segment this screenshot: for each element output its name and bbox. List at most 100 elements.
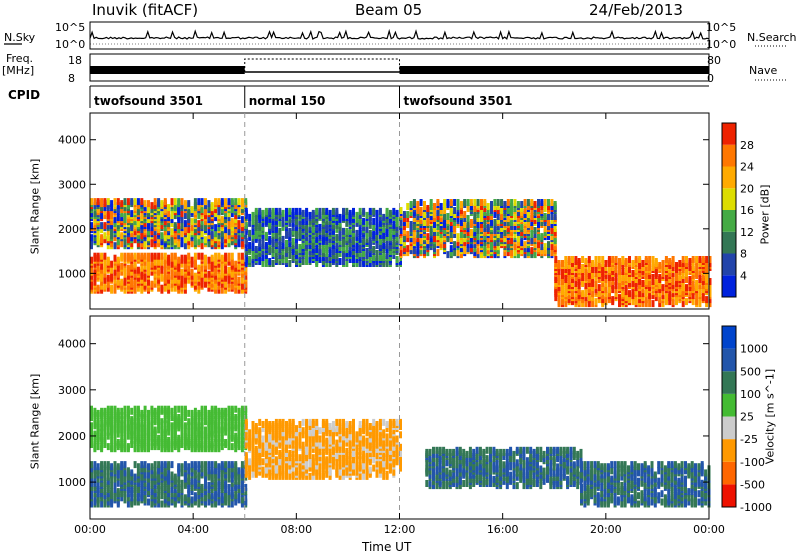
velocity-cell bbox=[197, 479, 201, 487]
power-cell bbox=[486, 213, 490, 220]
power-cell bbox=[116, 222, 120, 230]
velocity-cell bbox=[160, 405, 164, 413]
velocity-cell bbox=[193, 492, 197, 500]
power-cell bbox=[227, 236, 231, 244]
power-cell bbox=[183, 236, 187, 244]
power-cell bbox=[423, 219, 426, 226]
power-cell bbox=[564, 286, 568, 294]
power-cell bbox=[362, 258, 366, 265]
velocity-cell bbox=[217, 477, 221, 485]
power-cell bbox=[601, 260, 605, 267]
velocity-cell bbox=[123, 488, 127, 496]
power-cell bbox=[173, 268, 177, 276]
power-cell bbox=[207, 228, 211, 236]
power-cell bbox=[385, 221, 389, 229]
power-cell bbox=[503, 201, 507, 208]
velocity-cell bbox=[214, 498, 218, 506]
power-cell bbox=[200, 280, 204, 288]
power-cell bbox=[96, 252, 100, 260]
power-cell bbox=[90, 256, 93, 264]
velocity-cell bbox=[90, 409, 93, 417]
power-cell bbox=[654, 294, 658, 302]
power-cell bbox=[412, 215, 416, 222]
velocity-cell bbox=[237, 434, 241, 442]
power-cell bbox=[204, 254, 207, 262]
velocity-cell bbox=[193, 432, 197, 440]
velocity-cell bbox=[227, 409, 231, 417]
power-cell bbox=[584, 294, 588, 302]
velocity-cell bbox=[170, 407, 174, 415]
velocity-cell bbox=[163, 461, 167, 469]
power-cell bbox=[695, 292, 699, 300]
power-cell bbox=[378, 237, 382, 245]
power-cell bbox=[483, 239, 487, 247]
power-cell bbox=[305, 217, 309, 225]
power-cell bbox=[574, 274, 578, 281]
power-cell bbox=[93, 222, 97, 230]
velocity-cell bbox=[96, 486, 100, 493]
velocity-cell bbox=[147, 463, 150, 471]
power-cell bbox=[614, 282, 618, 290]
power-cell bbox=[298, 217, 302, 225]
velocity-cell bbox=[217, 463, 221, 471]
power-cell bbox=[116, 206, 120, 214]
power-cell bbox=[564, 260, 568, 267]
velocity-cell bbox=[116, 498, 120, 506]
power-cell bbox=[278, 233, 282, 241]
power-cell bbox=[248, 219, 252, 227]
power-cell bbox=[480, 199, 483, 206]
power-cell bbox=[106, 242, 110, 250]
power-cell bbox=[116, 278, 120, 286]
velocity-cell bbox=[200, 422, 204, 430]
power-cell bbox=[516, 209, 520, 216]
velocity-cell bbox=[197, 461, 201, 469]
velocity-cell bbox=[204, 416, 207, 424]
power-cell bbox=[378, 207, 382, 215]
power-cell bbox=[325, 229, 329, 237]
power-cell bbox=[197, 198, 201, 206]
power-cell bbox=[392, 252, 396, 259]
power-cell bbox=[227, 228, 231, 236]
power-cell bbox=[244, 272, 248, 280]
power-cell bbox=[116, 198, 120, 206]
power-cell bbox=[695, 298, 699, 306]
power-cell bbox=[234, 276, 238, 284]
power-cell bbox=[426, 233, 430, 241]
power-cell bbox=[224, 232, 228, 240]
velocity-cell bbox=[93, 494, 97, 502]
power-cell bbox=[591, 276, 595, 283]
velocity-cell bbox=[190, 445, 194, 453]
velocity-cell bbox=[190, 426, 194, 434]
power-cell bbox=[311, 215, 315, 223]
power-cell bbox=[584, 288, 588, 296]
power-cell bbox=[110, 218, 114, 226]
velocity-cell bbox=[193, 407, 197, 415]
power-cell bbox=[96, 264, 100, 272]
power-cell bbox=[187, 234, 191, 242]
power-cell bbox=[305, 223, 309, 231]
power-cell bbox=[651, 274, 655, 281]
power-cell bbox=[237, 252, 241, 260]
velocity-cell bbox=[200, 483, 204, 491]
power-cell bbox=[601, 284, 605, 292]
power-cell bbox=[675, 274, 678, 281]
velocity-cell bbox=[123, 434, 127, 442]
power-cell bbox=[621, 272, 625, 279]
power-cell bbox=[153, 202, 157, 210]
power-cell bbox=[342, 240, 345, 247]
power-cell bbox=[547, 199, 550, 206]
nave-tick-top: 80 bbox=[707, 54, 721, 67]
power-cell bbox=[177, 262, 181, 270]
power-cell bbox=[183, 200, 187, 208]
power-cell bbox=[385, 207, 389, 215]
power-cell bbox=[574, 290, 578, 298]
velocity-cell bbox=[147, 471, 150, 479]
power-cell bbox=[553, 225, 557, 232]
power-cell bbox=[540, 219, 544, 226]
velocity-cell bbox=[220, 407, 224, 415]
power-cell bbox=[584, 266, 588, 273]
power-ytick-label: 3000 bbox=[58, 178, 86, 191]
beam-title: Beam 05 bbox=[355, 1, 423, 19]
power-cell bbox=[264, 256, 268, 263]
power-cell bbox=[618, 266, 621, 273]
